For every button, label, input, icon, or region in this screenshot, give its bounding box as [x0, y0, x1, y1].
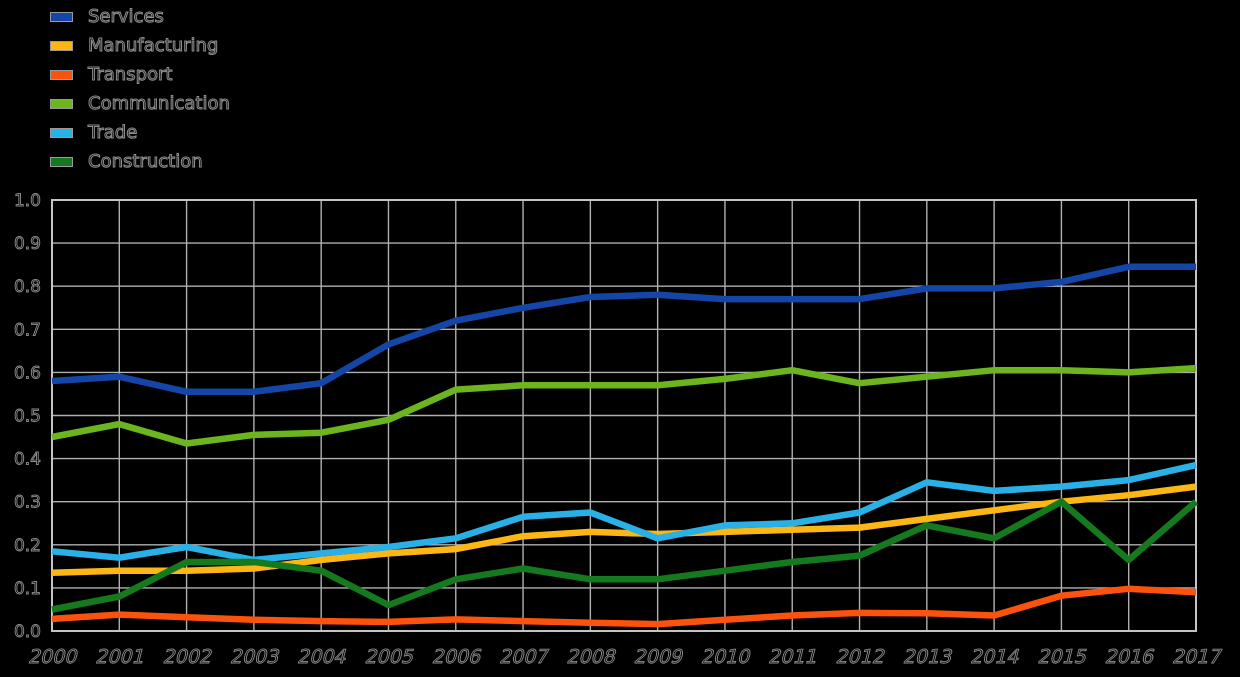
y-tick-label: 0.1 [14, 579, 41, 599]
legend-label-trade: Trade [87, 122, 138, 144]
x-tick-label: 2003 [229, 645, 283, 668]
x-tick-label: 2010 [700, 645, 754, 668]
legend: Services Manufacturing Transport Communi… [50, 2, 230, 176]
x-tick-label: 2002 [161, 645, 215, 668]
legend-label-manufacturing: Manufacturing [87, 35, 219, 57]
y-tick-label: 1.0 [14, 191, 41, 211]
series-line-trade [51, 461, 1197, 564]
legend-swatch-construction [50, 156, 73, 167]
series-line-manufacturing [51, 483, 1197, 577]
x-tick-label: 2015 [1036, 645, 1090, 668]
y-tick-label: 0.7 [14, 320, 41, 340]
x-tick-label: 2016 [1103, 645, 1157, 668]
x-tick-label: 2013 [901, 645, 955, 668]
x-tick-label: 2011 [767, 645, 821, 668]
y-tick-label: 0.9 [14, 234, 41, 254]
legend-label-transport: Transport [87, 64, 173, 86]
x-tick-label: 2014 [969, 645, 1023, 668]
y-tick-label: 0.5 [14, 407, 41, 427]
legend-swatch-manufacturing [50, 40, 73, 51]
series-line-transport [51, 585, 1197, 628]
legend-label-construction: Construction [88, 151, 204, 173]
y-tick-label: 0.0 [14, 622, 41, 642]
x-tick-label: 2017 [1171, 645, 1225, 668]
x-tick-label: 2004 [296, 645, 350, 668]
series-line-construction [51, 498, 1199, 613]
x-tick-label: 2009 [632, 645, 686, 668]
legend-item-manufacturing: Manufacturing [50, 31, 230, 60]
x-tick-label: 2000 [27, 645, 81, 668]
x-tick-label: 2012 [834, 645, 888, 668]
y-tick-label: 0.3 [14, 493, 41, 513]
legend-swatch-trade [50, 127, 73, 138]
legend-item-construction: Construction [50, 147, 230, 176]
series-line-services [51, 263, 1196, 396]
x-tick-label: 2005 [363, 645, 417, 668]
x-tick-label: 2008 [565, 645, 619, 668]
legend-item-services: Services [50, 2, 230, 31]
x-tick-label: 2007 [498, 645, 552, 668]
x-tick-label: 2001 [94, 645, 148, 668]
y-tick-label: 0.6 [14, 363, 41, 383]
legend-label-services: Services [88, 6, 165, 28]
legend-swatch-transport [50, 69, 73, 80]
x-tick-label: 2006 [430, 645, 484, 668]
legend-swatch-services [50, 11, 73, 22]
legend-label-communication: Communication [88, 93, 231, 115]
legend-item-communication: Communication [50, 89, 230, 118]
y-tick-label: 0.2 [14, 536, 41, 556]
legend-item-transport: Transport [50, 60, 230, 89]
y-tick-label: 0.4 [14, 450, 41, 470]
legend-swatch-communication [50, 98, 73, 109]
y-tick-label: 0.8 [14, 277, 41, 297]
legend-item-trade: Trade [50, 118, 230, 147]
series-line-communication [51, 364, 1197, 447]
plot-border [51, 199, 1197, 632]
